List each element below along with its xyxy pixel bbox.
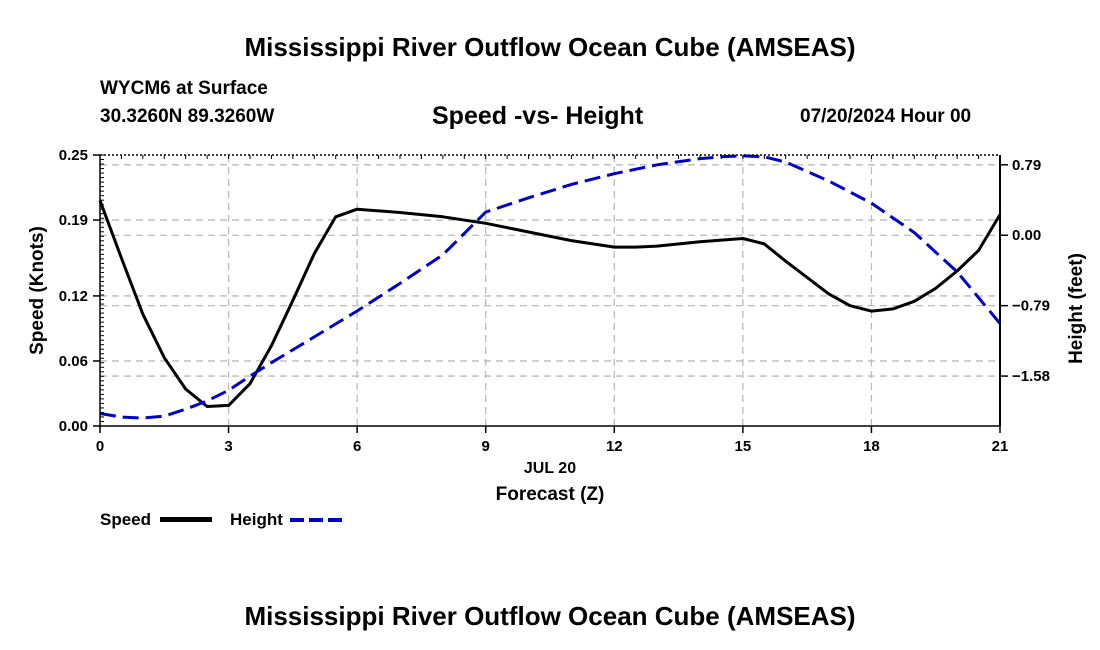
x-tick-label: 6 bbox=[353, 438, 361, 455]
legend-speed-label: Speed bbox=[100, 510, 152, 529]
speed-height-chart: 0 3 6 9 12 15 18 21 0.00 0.06 0.12 0.19 0.25 −1.58 −0.… bbox=[27, 147, 1087, 505]
x-tick-label: 12 bbox=[606, 438, 623, 455]
y2-tick-label: −0.79 bbox=[1012, 298, 1050, 315]
coordinates-label: 30.3260N 89.3260W bbox=[100, 106, 275, 127]
legend-height-swatch bbox=[290, 518, 344, 522]
y-tick-label: 0.00 bbox=[59, 418, 88, 435]
main-title: Mississippi River Outflow Ocean Cube (AM… bbox=[244, 32, 856, 62]
chart-subtitle: Speed -vs- Height bbox=[432, 102, 644, 130]
x-tick-label: 3 bbox=[224, 438, 232, 455]
labels-layer: 0 3 6 9 12 15 18 21 0.00 0.06 0.12 0.19 0.25 −1.58 −0.… bbox=[27, 147, 1087, 505]
legend-height-label: Height bbox=[230, 510, 283, 529]
y2-tick-label: 0.79 bbox=[1012, 157, 1041, 174]
grid-lines bbox=[100, 155, 1000, 426]
y-tick-label: 0.25 bbox=[59, 147, 88, 164]
speed-series-line bbox=[98, 199, 1002, 408]
x-tick-label: 15 bbox=[735, 438, 752, 455]
datetime-label: 07/20/2024 Hour 00 bbox=[800, 106, 972, 127]
legend-speed-swatch bbox=[160, 517, 212, 522]
station-label: WYCM6 at Surface bbox=[100, 78, 268, 99]
y2-axis-label: Height (feet) bbox=[1066, 253, 1087, 364]
y-tick-label: 0.19 bbox=[59, 212, 88, 229]
x-tick-label: 21 bbox=[992, 438, 1009, 455]
footer-title: Mississippi River Outflow Ocean Cube (AM… bbox=[244, 601, 856, 631]
y2-tick-label: 0.00 bbox=[1012, 227, 1041, 244]
x-date-label: JUL 20 bbox=[524, 460, 576, 477]
x-axis-label: Forecast (Z) bbox=[496, 484, 605, 505]
height-series-line bbox=[99, 154, 1002, 420]
y-tick-label: 0.12 bbox=[59, 288, 88, 305]
series-layer bbox=[98, 154, 1002, 420]
x-tick-label: 18 bbox=[863, 438, 880, 455]
x-tick-label: 9 bbox=[482, 438, 490, 455]
y-tick-label: 0.06 bbox=[59, 353, 88, 370]
x-tick-label: 0 bbox=[96, 438, 104, 455]
y2-tick-label: −1.58 bbox=[1012, 368, 1050, 385]
y-axis-label: Speed (Knots) bbox=[27, 226, 48, 355]
axes-layer bbox=[93, 154, 1008, 433]
